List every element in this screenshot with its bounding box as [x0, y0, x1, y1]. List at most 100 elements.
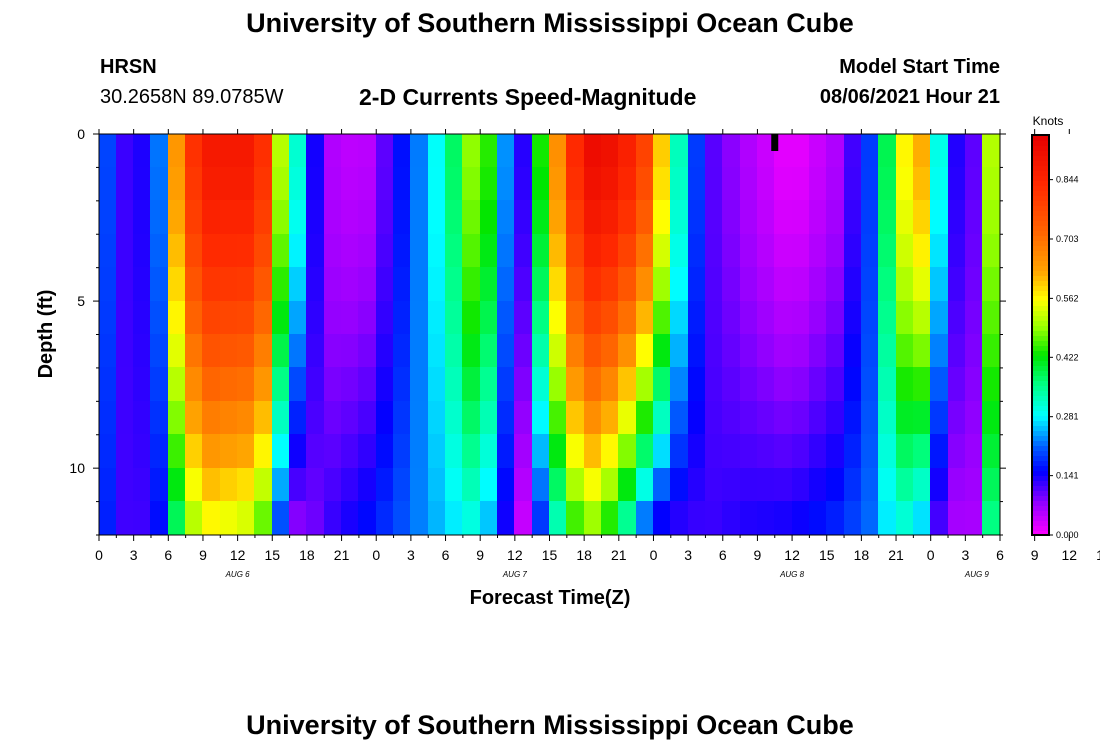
model-start-time: 08/06/2021 Hour 21 [819, 86, 1000, 108]
heatmap-cell [514, 200, 533, 235]
heatmap-cell [393, 367, 411, 402]
heatmap-cell [220, 334, 238, 368]
heatmap-cell [566, 167, 585, 201]
heatmap-cell [930, 234, 949, 268]
heatmap-cell [133, 167, 151, 201]
colorbar-segment [1032, 450, 1049, 456]
heatmap-cell [99, 301, 117, 335]
heatmap-cell [774, 367, 793, 402]
heatmap-cell [428, 401, 446, 435]
colorbar-segment [1032, 515, 1049, 521]
heatmap-cell [497, 468, 515, 502]
heatmap-cell [965, 301, 983, 335]
heatmap-cell [272, 167, 290, 201]
heatmap-cell [930, 301, 949, 335]
heatmap-cell [272, 468, 290, 502]
heatmap-cell [757, 267, 775, 302]
heatmap-cell [393, 401, 411, 435]
heatmap-cell [497, 301, 515, 335]
heatmap-cell [480, 334, 498, 368]
colorbar-segment [1032, 440, 1049, 446]
heatmap-cell [185, 267, 203, 302]
heatmap-cell [948, 334, 966, 368]
heatmap-cell [254, 200, 273, 235]
heatmap-cell [410, 200, 429, 235]
page-title: University of Southern Mississippi Ocean… [246, 8, 854, 38]
y-tick-label: 5 [77, 293, 85, 309]
heatmap-cell [930, 200, 949, 235]
heatmap-cell [289, 434, 307, 469]
heatmap-cell [965, 334, 983, 368]
heatmap-cell [809, 167, 827, 201]
heatmap-cell [376, 334, 394, 368]
heatmap-cell [878, 434, 897, 469]
y-tick-label: 10 [69, 460, 85, 476]
heatmap-cell [896, 134, 914, 168]
heatmap-cell [549, 501, 567, 535]
heatmap-cell [237, 367, 255, 402]
heatmap-cell [237, 167, 255, 201]
heatmap-cell [792, 134, 810, 168]
colorbar-segment [1032, 345, 1049, 351]
colorbar-tick-label: 0.844 [1056, 175, 1079, 185]
heatmap-cell [844, 401, 862, 435]
heatmap-cell [722, 200, 741, 235]
heatmap-cell [670, 200, 689, 235]
heatmap-cell [774, 134, 793, 168]
colorbar-segment [1032, 265, 1049, 271]
heatmap-cell [99, 367, 117, 402]
heatmap-cell [306, 468, 325, 502]
heatmap-cell [913, 134, 931, 168]
heatmap-cell [99, 334, 117, 368]
x-tick-label: 18 [576, 547, 592, 563]
heatmap-cell [740, 501, 758, 535]
heatmap-cell [878, 468, 897, 502]
colorbar-segment [1032, 150, 1049, 156]
heatmap-cell [670, 468, 689, 502]
heatmap-cell [289, 234, 307, 268]
heatmap-cell [202, 367, 221, 402]
heatmap-cell [202, 167, 221, 201]
heatmap-cell [202, 501, 221, 535]
heatmap-cell [844, 434, 862, 469]
heatmap-cell [826, 401, 845, 435]
heatmap-cell [982, 468, 1000, 502]
heatmap-cell [202, 267, 221, 302]
heatmap-cell [237, 501, 255, 535]
heatmap-cell [722, 367, 741, 402]
heatmap-cell [410, 134, 429, 168]
heatmap-cell [722, 401, 741, 435]
heatmap-cell [532, 134, 550, 168]
heatmap-cell [306, 167, 325, 201]
heatmap-cell [601, 501, 619, 535]
x-tick-label: 21 [334, 547, 350, 563]
heatmap-cell [324, 167, 342, 201]
heatmap-cell [272, 334, 290, 368]
colorbar-segment [1032, 280, 1049, 286]
heatmap-cell [740, 167, 758, 201]
heatmap-cell [532, 234, 550, 268]
heatmap-cell [202, 200, 221, 235]
heatmap-cell [99, 434, 117, 469]
heatmap-cell [410, 401, 429, 435]
heatmap-cell [480, 200, 498, 235]
heatmap-cell [514, 367, 533, 402]
heatmap-cell [601, 267, 619, 302]
colorbar-tick-label: 0.000 [1056, 530, 1079, 540]
x-tick-label: 9 [476, 547, 484, 563]
heatmap-cell [410, 434, 429, 469]
date-label: AUG 6 [225, 570, 251, 579]
heatmap-cell [844, 367, 862, 402]
heatmap-cell [116, 367, 134, 402]
heatmap-cell [168, 434, 186, 469]
x-tick-label: 15 [1096, 547, 1100, 563]
heatmap-cell [965, 167, 983, 201]
heatmap-cell [618, 301, 637, 335]
heatmap-cell [428, 468, 446, 502]
heatmap-cell [376, 167, 394, 201]
heatmap-cell [688, 334, 706, 368]
heatmap-cell [514, 234, 533, 268]
x-tick-label: 12 [1062, 547, 1078, 563]
heatmap-cell [532, 468, 550, 502]
